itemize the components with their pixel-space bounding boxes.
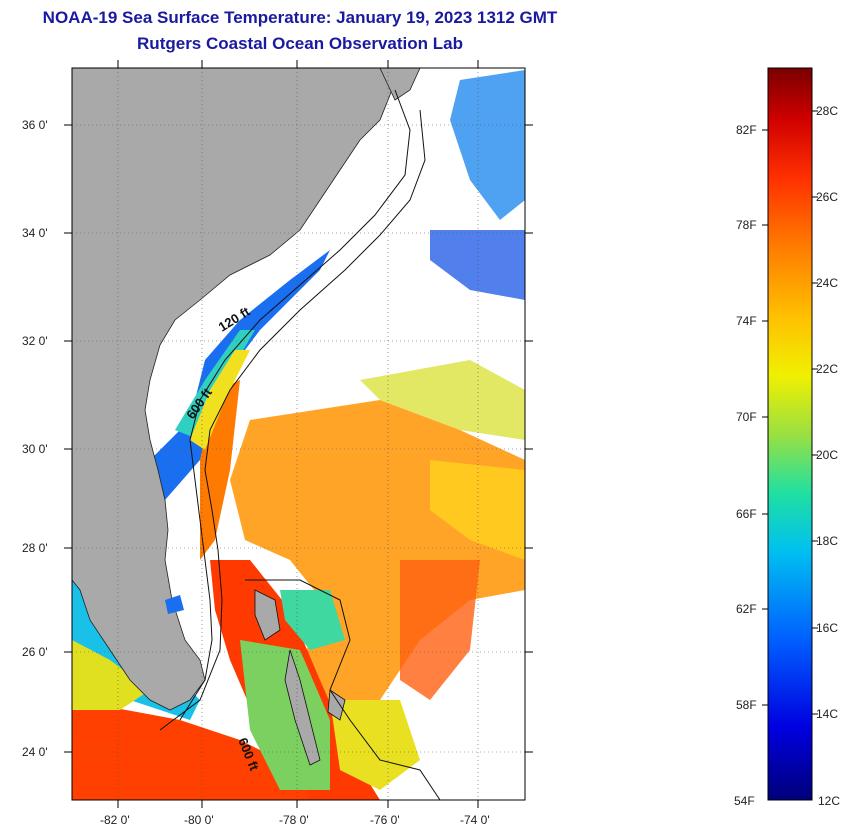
grand-bahama-island xyxy=(254,589,281,641)
axis-ticks xyxy=(64,60,533,808)
map-panel: 36 0' 34 0' 32 0' 30 0' 28 0' 26 0' 24 0… xyxy=(22,60,533,827)
colorbar-c-24: 24C xyxy=(816,276,838,290)
outer-banks-land xyxy=(379,68,421,101)
map-subtitle: Rutgers Coastal Ocean Observation Lab xyxy=(137,34,463,53)
colorbar-c-26: 26C xyxy=(816,190,838,204)
lat-label-32: 32 0' xyxy=(22,334,48,348)
lat-label-34: 34 0' xyxy=(22,226,48,240)
lon-label-78: -78 0' xyxy=(279,813,309,827)
lon-label-80: -80 0' xyxy=(184,813,214,827)
colorbar-f-78: 78F xyxy=(736,218,757,232)
lat-label-26: 26 0' xyxy=(22,645,48,659)
us-southeast-landmass xyxy=(72,68,393,711)
ne-cold-patch xyxy=(450,70,525,220)
bahama-bank-little xyxy=(280,590,345,650)
lon-label-76: -76 0' xyxy=(370,813,400,827)
sst-mild-region xyxy=(360,360,525,440)
lat-label-24: 24 0' xyxy=(22,745,48,759)
colorbar-gradient xyxy=(767,67,813,801)
land xyxy=(72,68,421,766)
colorbar-c-22: 22C xyxy=(816,362,838,376)
sst-warm-region-east xyxy=(430,460,525,560)
colorbar: 82F 78F 74F 70F 66F 62F 58F 54F 28C 26C … xyxy=(734,67,840,808)
colorbar-ticks xyxy=(762,110,818,715)
bahama-bank-east xyxy=(330,700,420,790)
colorbar-f-74: 74F xyxy=(736,314,757,328)
eleuthera-island xyxy=(327,689,346,721)
map-layers xyxy=(72,68,525,800)
florida-keys-warm xyxy=(72,640,150,710)
colorbar-f-70: 70F xyxy=(736,410,757,424)
coastal-cold-band xyxy=(140,250,330,500)
contour-120ft xyxy=(179,89,411,721)
lon-label-82: -82 0' xyxy=(100,813,130,827)
map-title: NOAA-19 Sea Surface Temperature: January… xyxy=(42,8,558,27)
colorbar-f-82: 82F xyxy=(736,123,757,137)
colorbar-c-16: 16C xyxy=(816,621,838,635)
andros-island xyxy=(284,649,321,766)
shelf-warm-front xyxy=(190,350,250,450)
bathymetry-contours xyxy=(159,89,441,800)
colorbar-f-66: 66F xyxy=(736,507,757,521)
colorbar-f-62: 62F xyxy=(736,602,757,616)
map-border xyxy=(71,67,526,801)
colorbar-c-14: 14C xyxy=(816,707,838,721)
lat-label-28: 28 0' xyxy=(22,541,48,555)
florida-straits-warm xyxy=(72,700,310,800)
colorbar-c-20: 20C xyxy=(816,448,838,462)
lat-label-30: 30 0' xyxy=(22,442,48,456)
contour-600ft xyxy=(159,109,426,731)
colorbar-c-28: 28C xyxy=(816,104,838,118)
colorbar-c-12: 12C xyxy=(818,794,840,808)
colorbar-c-18: 18C xyxy=(816,534,838,548)
sst-hot-patch xyxy=(400,560,480,700)
ne-cold-patch-2 xyxy=(430,230,525,300)
colorbar-f-54: 54F xyxy=(734,794,755,808)
lat-label-36: 36 0' xyxy=(22,118,48,132)
colorbar-f-58: 58F xyxy=(736,698,757,712)
lake-okeechobee xyxy=(165,595,184,614)
lon-label-74: -74 0' xyxy=(460,813,490,827)
contour-bahamas xyxy=(245,579,441,800)
